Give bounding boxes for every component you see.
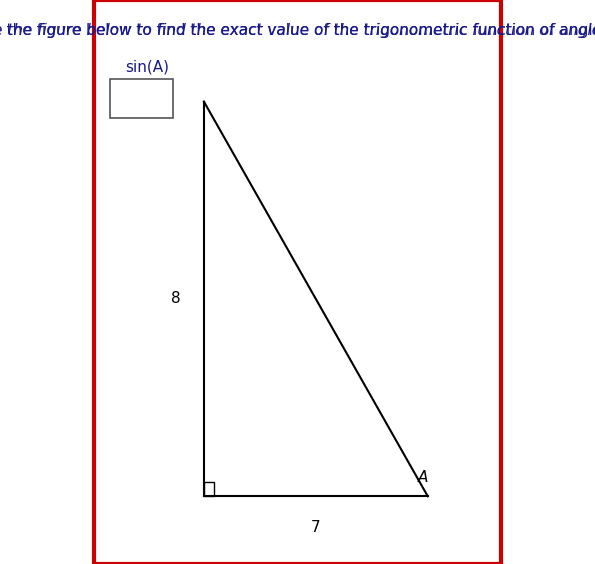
Text: Use the figure below to find the exact value of the trigonometric function of an: Use the figure below to find the exact v… bbox=[0, 23, 595, 38]
Bar bbox=[110, 79, 173, 118]
Text: A: A bbox=[418, 470, 428, 485]
Text: sin(A): sin(A) bbox=[125, 59, 169, 74]
Text: Use the figure below to find the exact value of the trigonometric function of an: Use the figure below to find the exact v… bbox=[0, 23, 595, 38]
Text: 7: 7 bbox=[311, 520, 321, 535]
Bar bbox=[204, 482, 214, 496]
Text: 8: 8 bbox=[171, 292, 180, 306]
